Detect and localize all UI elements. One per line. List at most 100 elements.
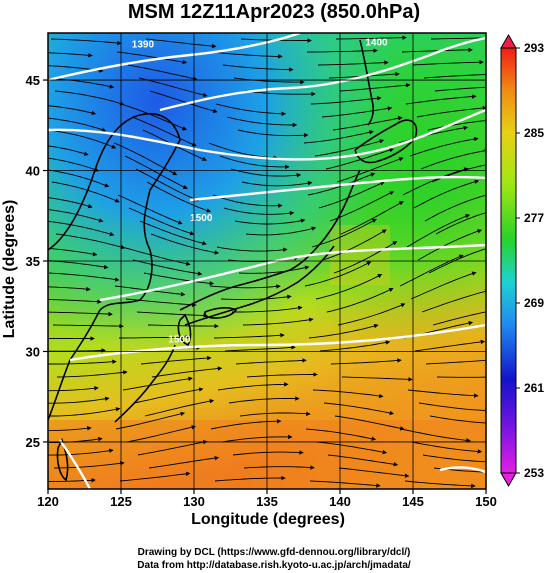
streamline [50, 407, 121, 417]
streamline [309, 480, 381, 488]
streamline [315, 274, 383, 300]
streamline [409, 136, 479, 157]
streamline [239, 411, 311, 417]
y-tick-label: 45 [26, 73, 40, 88]
streamline [52, 323, 124, 329]
streamline [314, 139, 385, 157]
streamline [241, 180, 313, 187]
streamline [404, 480, 476, 489]
streamline [432, 311, 486, 326]
streamline [417, 229, 483, 261]
streamline [330, 358, 402, 365]
streamline [245, 226, 317, 236]
streamline [115, 411, 186, 430]
streamline [238, 265, 310, 274]
streamline [424, 192, 486, 222]
streamline [146, 181, 212, 213]
y-tick-label: 30 [26, 344, 40, 359]
colorbar-tick-label: 285 [524, 126, 544, 140]
streamline [234, 218, 306, 225]
streamline [139, 220, 207, 246]
streamline [48, 386, 99, 392]
streamline [53, 461, 125, 469]
streamline [48, 145, 89, 156]
streamline [119, 334, 190, 340]
streamline [145, 38, 217, 49]
lat-lon-grid [48, 33, 486, 489]
streamline [304, 261, 372, 287]
x-tick-label: 135 [256, 494, 278, 509]
streamline [434, 86, 486, 92]
streamline [337, 303, 406, 326]
streamline [48, 157, 100, 172]
x-axis-label: Longitude (degrees) [191, 511, 345, 528]
streamline [303, 130, 374, 144]
streamline [224, 345, 296, 352]
x-tick-label: 120 [37, 494, 59, 509]
streamline [48, 311, 113, 317]
streamline [429, 415, 486, 424]
colorbar-top-arrow [500, 33, 517, 49]
streamline [48, 220, 115, 237]
streamline [48, 396, 110, 404]
streamline [310, 95, 382, 105]
streamline [128, 207, 195, 236]
streamline [51, 181, 120, 203]
streamline [317, 60, 389, 66]
streamline [221, 434, 293, 443]
streamline [400, 428, 471, 443]
streamline [48, 298, 102, 304]
colorbar: 293 285 277 269 261 253 [500, 33, 544, 488]
streamline [131, 116, 197, 147]
streamline [136, 311, 208, 318]
y-tick-label: 35 [26, 254, 40, 269]
streamline [143, 272, 215, 286]
streamline [422, 454, 486, 463]
streamline [113, 142, 178, 176]
streamline [414, 339, 486, 352]
streamline [333, 241, 398, 274]
streamline [122, 376, 193, 391]
contour-label: 1500 [168, 334, 191, 345]
x-axis-ticks: 120 125 130 135 140 145 150 [37, 489, 497, 509]
streamline [326, 287, 394, 313]
colorbar-tick-label: 293 [524, 41, 544, 55]
streamline [235, 358, 307, 365]
credit-data: Data from http://database.rish.kyoto-u.a… [137, 560, 411, 571]
streamline [405, 94, 477, 105]
streamline [305, 428, 377, 441]
streamline [216, 246, 288, 252]
streamline [335, 35, 407, 40]
colorbar-tick-label: 261 [524, 381, 544, 395]
streamline [410, 271, 477, 300]
streamline [406, 214, 471, 248]
coast-honshu [179, 169, 361, 311]
streamline [323, 402, 395, 416]
streamline [423, 74, 486, 79]
y-axis-ticks: 25 30 35 40 45 [26, 73, 48, 450]
streamline [50, 38, 122, 46]
wind-streamlines [48, 35, 486, 489]
streamline [407, 389, 479, 398]
contour-label: 1400 [365, 38, 388, 49]
streamline [147, 323, 219, 329]
streamline [244, 90, 316, 97]
colorbar-tick-label: 269 [524, 296, 544, 310]
streamline [322, 229, 387, 261]
streamline [233, 77, 305, 85]
streamline [220, 294, 292, 300]
x-tick-label: 125 [110, 494, 132, 509]
streamline [318, 181, 385, 209]
contour-label: 1390 [132, 39, 155, 50]
streamline [212, 194, 283, 208]
streamline [413, 179, 480, 209]
streamline [55, 233, 126, 250]
streamline [135, 168, 200, 202]
y-tick-label: 25 [26, 435, 40, 450]
streamline [232, 450, 304, 456]
streamline [325, 148, 394, 170]
streamline [121, 246, 191, 266]
streamline [48, 52, 93, 58]
streamline [56, 370, 128, 378]
